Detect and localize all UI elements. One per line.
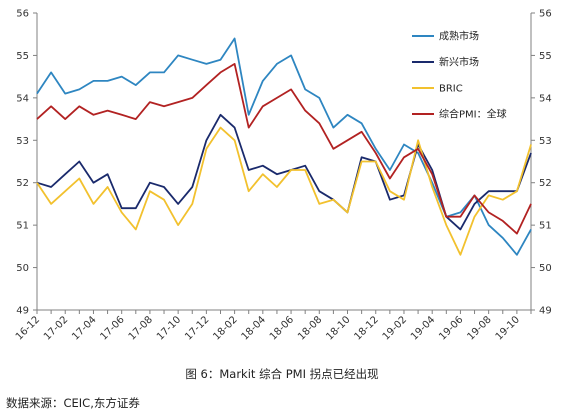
y-tick-label-left: 52 [16,178,29,189]
x-tick-label: 19-10 [494,314,522,342]
x-tick-label: 18-08 [296,314,324,342]
legend-label: 成熟市场 [439,30,479,43]
y-tick-label-right: 55 [539,51,552,62]
y-tick-label-right: 49 [539,306,552,317]
x-tick-label: 19-02 [381,314,409,342]
series-line [36,126,532,256]
y-tick-label-left: 53 [16,136,29,147]
series-line [36,113,532,231]
x-tick-label: 18-10 [324,314,352,342]
y-tick-label-right: 52 [539,178,552,189]
y-tick-label-left: 51 [16,221,29,232]
figure-caption: 图 6：Markit 综合 PMI 拐点已经出现 [185,367,379,381]
x-tick-label: 18-06 [268,314,296,342]
x-tick-label: 19-06 [437,314,465,342]
x-tick-label: 18-04 [240,314,268,342]
y-tick-label-left: 55 [16,51,29,62]
y-tick-label-right: 51 [539,221,552,232]
x-tick-label: 19-04 [409,314,437,342]
y-tick-label-left: 56 [16,9,29,20]
y-tick-label-left: 49 [16,306,29,317]
y-tick-label-left: 50 [16,263,29,274]
data-source-note: 数据来源：CEIC,东方证券 [6,396,140,410]
x-tick-label: 17-02 [42,314,70,342]
series-line [36,63,532,235]
legend-label: 新兴市场 [439,56,479,69]
x-tick-label: 17-08 [127,314,155,342]
y-tick-label-right: 54 [539,93,552,104]
y-tick-label-left: 54 [16,93,29,104]
y-tick-label-right: 53 [539,136,552,147]
y-tick-label-right: 50 [539,263,552,274]
x-tick-label: 18-12 [353,314,381,342]
x-tick-label: 17-04 [70,314,98,342]
x-tick-label: 17-12 [183,314,211,342]
x-tick-label: 17-06 [98,314,126,342]
x-tick-label: 19-08 [465,314,493,342]
series-line [36,37,532,256]
x-tick-label: 18-02 [211,314,239,342]
x-tick-label: 16-12 [14,314,42,342]
x-tick-label: 17-10 [155,314,183,342]
legend-label: BRIC [439,84,463,95]
y-tick-label-right: 56 [539,9,552,20]
legend-label: 综合PMI：全球 [439,108,507,121]
